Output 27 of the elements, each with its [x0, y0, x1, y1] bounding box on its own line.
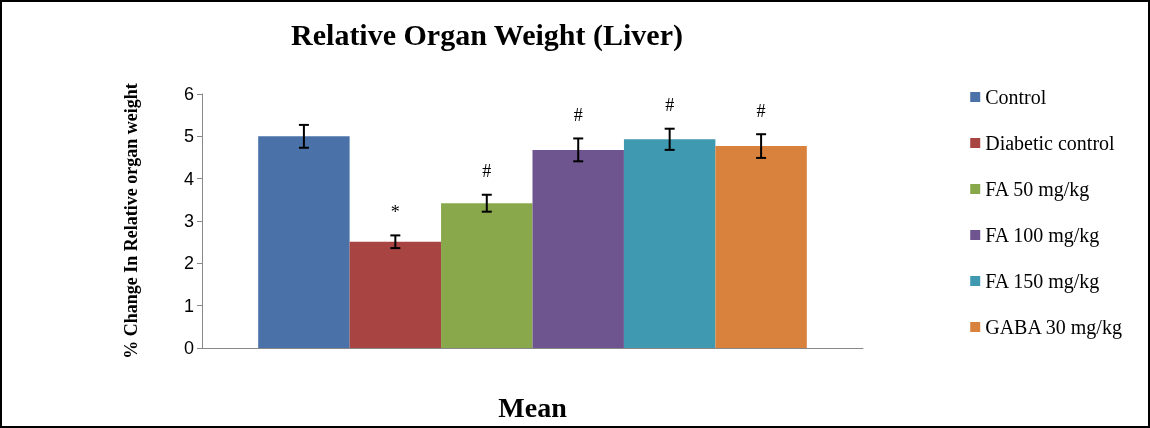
legend-label: Control [985, 86, 1047, 108]
data-label: * [390, 202, 400, 223]
legend-label: Diabetic control [985, 132, 1116, 154]
bar [715, 146, 807, 348]
y-tick-label: 4 [183, 168, 194, 189]
y-tick-label: 0 [183, 338, 194, 358]
y-tick-label: 5 [183, 126, 194, 147]
bar [258, 136, 350, 348]
legend-label: FA 100 mg/kg [985, 224, 1100, 247]
bar [532, 149, 624, 348]
x-axis-title: Mean [498, 391, 568, 423]
data-label: # [573, 105, 583, 125]
bar [349, 241, 442, 348]
legend-label: FA 50 mg/kg [985, 178, 1090, 201]
y-tick-label: 3 [183, 211, 194, 231]
legend-label: GABA 30 mg/kg [985, 316, 1122, 339]
chart-title: Relative Organ Weight (Liver) [291, 17, 683, 52]
y-axis-title: % Change In Relative organ weight [121, 83, 141, 359]
y-tick-label: 1 [183, 295, 194, 316]
bar [623, 139, 716, 348]
y-tick-label: 6 [183, 84, 194, 104]
y-tick-label: 2 [183, 253, 194, 274]
data-label: # [756, 100, 766, 121]
data-label: # [665, 95, 675, 116]
legend-label: FA 150 mg/kg [985, 270, 1100, 293]
data-label: # [482, 161, 492, 182]
bar [441, 203, 533, 348]
